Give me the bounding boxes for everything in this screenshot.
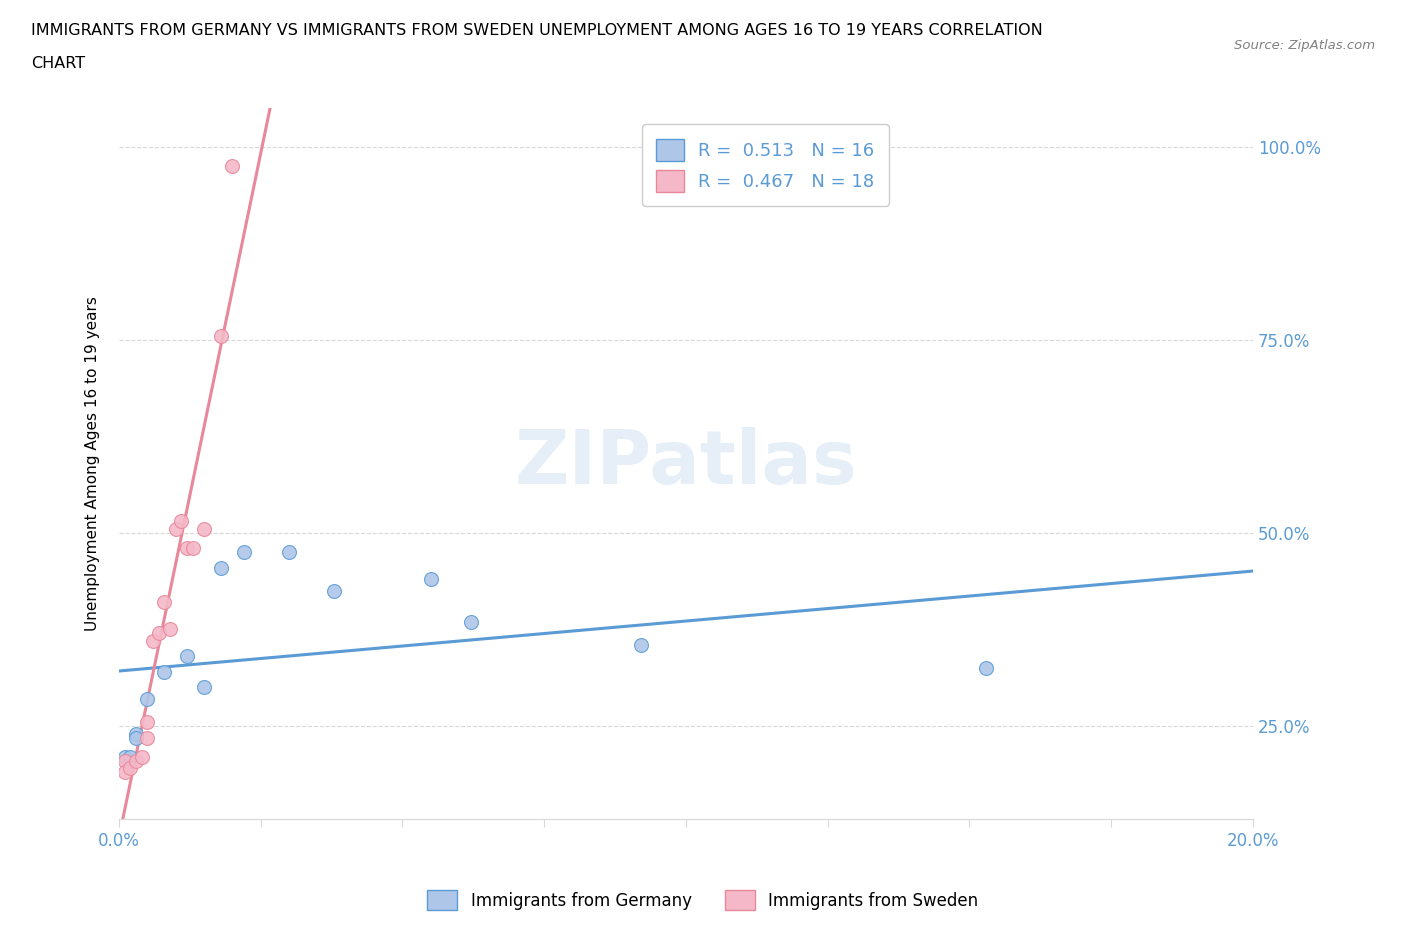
Point [193,522,215,537]
Legend: R =  0.513   N = 16, R =  0.467   N = 18: R = 0.513 N = 16, R = 0.467 N = 18 [643,124,889,206]
Text: Source: ZipAtlas.com: Source: ZipAtlas.com [1234,39,1375,52]
Text: IMMIGRANTS FROM GERMANY VS IMMIGRANTS FROM SWEDEN UNEMPLOYMENT AMONG AGES 16 TO : IMMIGRANTS FROM GERMANY VS IMMIGRANTS FR… [31,23,1043,38]
Point [148,626,170,641]
Point [136,692,159,707]
Point [125,730,148,745]
Point [193,680,215,695]
Point [136,730,159,745]
Point [209,328,232,343]
Point [419,572,441,587]
Point [165,522,187,537]
Point [125,753,148,768]
Text: CHART: CHART [31,56,84,71]
Point [136,714,159,729]
Point [114,750,136,764]
Point [181,541,204,556]
Point [153,665,176,680]
Point [159,622,181,637]
Point [142,633,165,648]
Point [209,560,232,575]
Point [153,595,176,610]
Point [114,753,136,768]
Point [630,637,652,652]
Point [460,615,482,630]
Point [221,158,243,173]
Y-axis label: Unemployment Among Ages 16 to 19 years: Unemployment Among Ages 16 to 19 years [86,296,100,631]
Point [176,541,198,556]
Point [120,761,142,776]
Point [176,649,198,664]
Point [114,764,136,779]
Point [323,583,346,598]
Point [232,545,254,560]
Point [120,750,142,764]
Legend: Immigrants from Germany, Immigrants from Sweden: Immigrants from Germany, Immigrants from… [420,884,986,917]
Point [131,750,153,764]
Text: ZIPatlas: ZIPatlas [515,427,858,499]
Point [125,726,148,741]
Point [976,660,998,675]
Point [278,545,301,560]
Point [170,514,193,529]
